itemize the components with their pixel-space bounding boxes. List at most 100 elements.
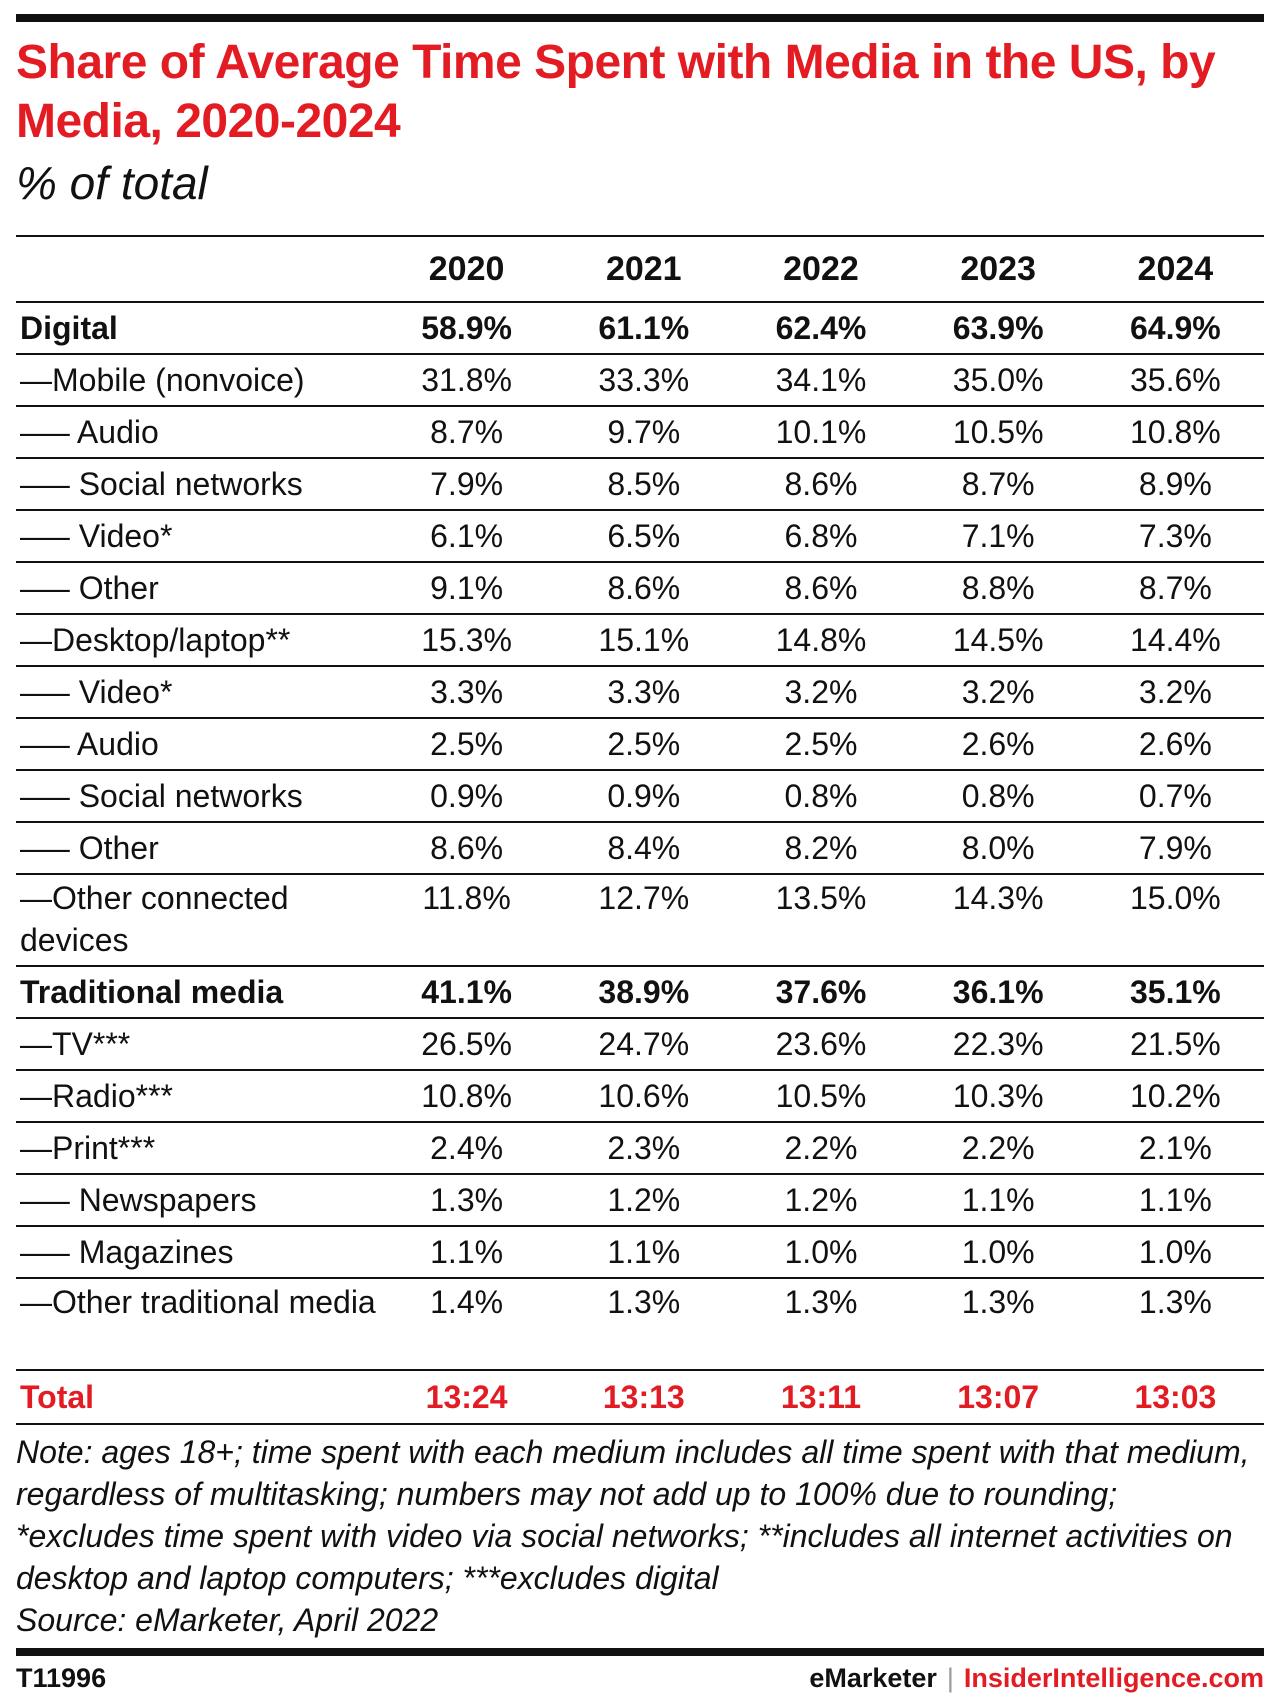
row-label: —Desktop/laptop** <box>16 614 378 667</box>
value-cell: 35.6% <box>1086 354 1264 407</box>
value-cell: 3.3% <box>555 666 733 719</box>
column-header-2021: 2021 <box>555 235 733 303</box>
table-row: —Other traditional media 1.4% 1.3% 1.3% 1.3%… <box>16 1278 1264 1371</box>
value-cell: 1.0% <box>909 1226 1087 1279</box>
value-cell: 8.7% <box>1086 562 1264 615</box>
value-cell: 64.9% <box>1086 302 1264 355</box>
table-row: —Other connected devices 11.8% 12.7% 13.5% 1… <box>16 874 1264 967</box>
value-cell: 3.2% <box>1086 666 1264 719</box>
chart-subtitle: % of total <box>16 157 208 209</box>
table-row: —– Social networks 0.9% 0.9% 0.8% 0.8% 0.7% <box>16 770 1264 823</box>
value-cell: 10.1% <box>732 406 910 459</box>
row-label: —Print*** <box>16 1122 378 1175</box>
value-cell: 8.6% <box>555 562 733 615</box>
column-header-2020: 2020 <box>378 235 556 303</box>
row-label: —– Video* <box>16 510 378 563</box>
row-label: Traditional media <box>16 966 378 1019</box>
value-cell: 15.0% <box>1086 874 1264 967</box>
value-cell: 35.0% <box>909 354 1087 407</box>
value-cell: 8.7% <box>378 406 556 459</box>
value-cell: 34.1% <box>732 354 910 407</box>
value-cell: 10.3% <box>909 1070 1087 1123</box>
table-row: —– Other 8.6% 8.4% 8.2% 8.0% 7.9% <box>16 822 1264 875</box>
value-cell: 8.2% <box>732 822 910 875</box>
value-cell: 3.2% <box>732 666 910 719</box>
value-cell: 1.0% <box>1086 1226 1264 1279</box>
value-cell: 8.6% <box>378 822 556 875</box>
value-cell: 13:07 <box>909 1370 1087 1425</box>
table-row: —– Other 9.1% 8.6% 8.6% 8.8% 8.7% <box>16 562 1264 615</box>
value-cell: 63.9% <box>909 302 1087 355</box>
column-header-2022: 2022 <box>732 235 910 303</box>
value-cell: 1.3% <box>1086 1278 1264 1371</box>
value-cell: 0.8% <box>909 770 1087 823</box>
value-cell: 0.9% <box>378 770 556 823</box>
value-cell: 62.4% <box>732 302 910 355</box>
footer: T11996 eMarketer | InsiderIntelligence.com <box>16 1663 1264 1699</box>
value-cell: 2.2% <box>732 1122 910 1175</box>
value-cell: 2.4% <box>378 1122 556 1175</box>
table-row: Digital 58.9% 61.1% 62.4% 63.9% 64.9% <box>16 302 1264 355</box>
value-cell: 1.3% <box>555 1278 733 1371</box>
value-cell: 1.3% <box>378 1174 556 1227</box>
table-row: —TV*** 26.5% 24.7% 23.6% 22.3% 21.5% <box>16 1018 1264 1071</box>
value-cell: 10.6% <box>555 1070 733 1123</box>
value-cell: 0.8% <box>732 770 910 823</box>
value-cell: 10.5% <box>909 406 1087 459</box>
column-header-2023: 2023 <box>909 235 1087 303</box>
value-cell: 1.1% <box>378 1226 556 1279</box>
value-cell: 38.9% <box>555 966 733 1019</box>
value-cell: 0.9% <box>555 770 733 823</box>
table-row: —– Newspapers 1.3% 1.2% 1.2% 1.1% 1.1% <box>16 1174 1264 1227</box>
row-label: —– Audio <box>16 718 378 771</box>
chart-id: T11996 <box>16 1663 107 1693</box>
table-row: Total 13:24 13:13 13:11 13:07 13:03 <box>16 1370 1264 1425</box>
value-cell: 13:11 <box>732 1370 910 1425</box>
value-cell: 6.1% <box>378 510 556 563</box>
top-rule <box>16 14 1264 22</box>
brand-insider-intelligence: InsiderIntelligence.com <box>963 1663 1264 1693</box>
row-label: Digital <box>16 302 378 355</box>
row-label: —– Magazines <box>16 1226 378 1279</box>
row-label: —– Video* <box>16 666 378 719</box>
value-cell: 14.4% <box>1086 614 1264 667</box>
value-cell: 13:13 <box>555 1370 733 1425</box>
row-label: Total <box>16 1370 378 1425</box>
table-row: —Mobile (nonvoice) 31.8% 33.3% 34.1% 35.0% 35… <box>16 354 1264 407</box>
value-cell: 2.6% <box>1086 718 1264 771</box>
value-cell: 8.4% <box>555 822 733 875</box>
value-cell: 10.8% <box>378 1070 556 1123</box>
value-cell: 33.3% <box>555 354 733 407</box>
data-table: 2020 2021 2022 2023 2024 Digital 58.9% 61.1% 62… <box>16 235 1264 1425</box>
table-row: —– Audio 2.5% 2.5% 2.5% 2.6% 2.6% <box>16 718 1264 771</box>
row-label: —– Other <box>16 822 378 875</box>
value-cell: 35.1% <box>1086 966 1264 1019</box>
value-cell: 24.7% <box>555 1018 733 1071</box>
value-cell: 3.2% <box>909 666 1087 719</box>
value-cell: 7.9% <box>378 458 556 511</box>
value-cell: 2.6% <box>909 718 1087 771</box>
value-cell: 13:03 <box>1086 1370 1264 1425</box>
value-cell: 13.5% <box>732 874 910 967</box>
value-cell: 6.5% <box>555 510 733 563</box>
value-cell: 8.9% <box>1086 458 1264 511</box>
chart-title: Share of Average Time Spent with Media i… <box>16 36 1216 148</box>
value-cell: 15.3% <box>378 614 556 667</box>
row-label: —– Newspapers <box>16 1174 378 1227</box>
value-cell: 1.1% <box>909 1174 1087 1227</box>
header-row: 2020 2021 2022 2023 2024 <box>16 235 1264 303</box>
table-row: —– Social networks 7.9% 8.5% 8.6% 8.7% 8.9% <box>16 458 1264 511</box>
brand-emarketer: eMarketer <box>809 1663 937 1693</box>
row-label: —– Other <box>16 562 378 615</box>
value-cell: 12.7% <box>555 874 733 967</box>
row-label: —Mobile (nonvoice) <box>16 354 378 407</box>
bottom-rule <box>16 1648 1264 1656</box>
value-cell: 13:24 <box>378 1370 556 1425</box>
value-cell: 10.5% <box>732 1070 910 1123</box>
value-cell: 36.1% <box>909 966 1087 1019</box>
value-cell: 2.5% <box>732 718 910 771</box>
value-cell: 1.1% <box>555 1226 733 1279</box>
table-row: —Radio*** 10.8% 10.6% 10.5% 10.3% 10.2% <box>16 1070 1264 1123</box>
value-cell: 1.3% <box>909 1278 1087 1371</box>
value-cell: 8.6% <box>732 562 910 615</box>
